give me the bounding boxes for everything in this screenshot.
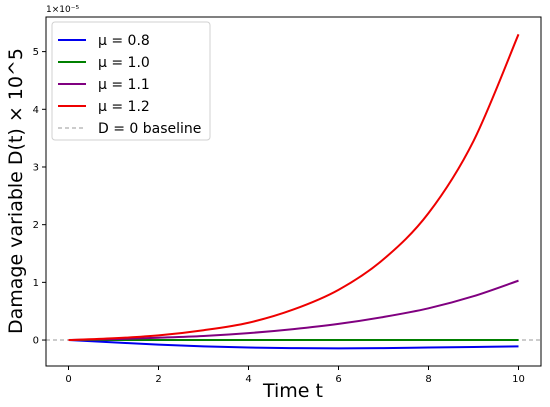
y-axis-ticks: 0 1 2 3 4 5 xyxy=(33,47,46,347)
legend-label: μ = 1.2 xyxy=(98,99,150,115)
y-tick-label: 0 xyxy=(33,336,39,347)
x-axis-ticks: 0 2 4 6 8 10 xyxy=(65,366,525,385)
x-tick-label: 6 xyxy=(335,374,341,385)
x-tick-label: 10 xyxy=(512,374,525,385)
axes-frame xyxy=(45,16,542,367)
y-axis-label: Damage variable D(t) × 10^5 xyxy=(5,48,27,334)
series-line xyxy=(68,339,519,350)
x-tick-label: 4 xyxy=(245,374,251,385)
y-tick-label: 3 xyxy=(33,162,39,173)
legend-box xyxy=(51,21,211,141)
y-offset-label: 1×10⁻⁵ xyxy=(46,5,79,15)
y-tick-label: 1 xyxy=(33,278,39,289)
y-tick-label: 2 xyxy=(33,220,39,231)
y-tick-label: 4 xyxy=(33,105,39,116)
x-tick-label: 8 xyxy=(425,374,431,385)
series-line xyxy=(68,279,519,342)
x-tick-label: 0 xyxy=(65,374,71,385)
y-tick-label: 5 xyxy=(33,47,39,58)
x-axis-label: Time t xyxy=(262,380,323,402)
series-line xyxy=(68,33,520,342)
legend-label: μ = 1.1 xyxy=(98,77,150,93)
legend-label: μ = 1.0 xyxy=(98,55,150,71)
legend-label: μ = 0.8 xyxy=(98,33,150,49)
x-tick-label: 2 xyxy=(155,374,161,385)
legend-label: D = 0 baseline xyxy=(98,121,201,137)
series-layer xyxy=(46,33,541,350)
legend: μ = 0.8 μ = 1.0 μ = 1.1 μ = 1.2 D = 0 baseli… xyxy=(51,21,211,141)
